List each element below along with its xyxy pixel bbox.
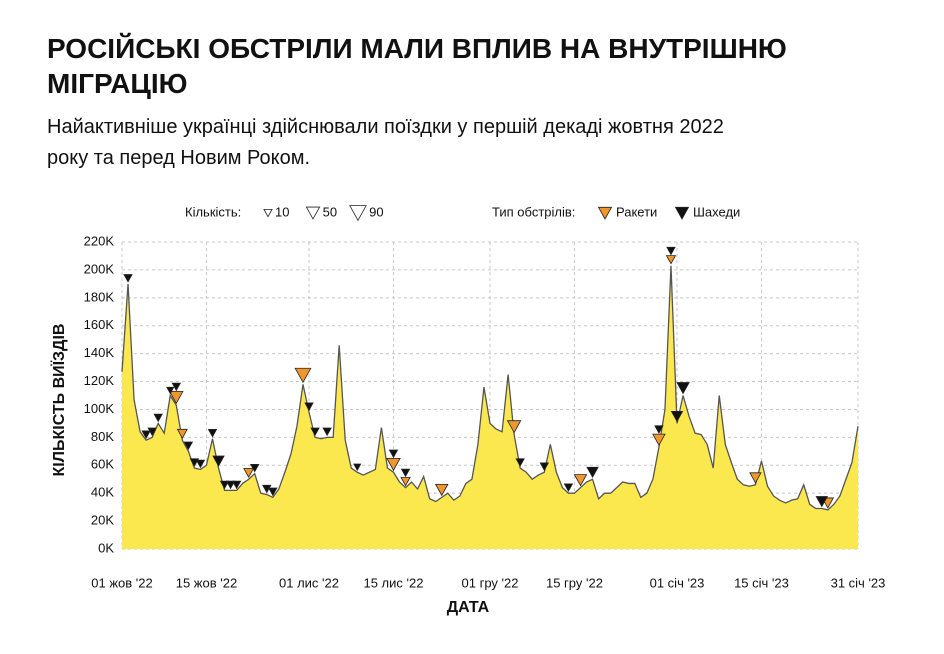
event-marker [268, 487, 278, 497]
event-marker [225, 480, 236, 490]
event-marker [304, 402, 314, 412]
y-tick-label: 20K [91, 513, 114, 528]
y-tick-label: 140K [84, 345, 115, 360]
x-tick-label: 31 січ '23 [831, 575, 886, 590]
chart-subtitle: року та перед Новим Роком. [47, 147, 310, 169]
event-marker [231, 480, 242, 490]
x-tick-label: 15 лис '22 [363, 575, 423, 590]
event-marker [243, 467, 255, 479]
legend-size-symbol [305, 206, 321, 220]
event-marker [166, 386, 175, 395]
chart-title-line: МІГРАЦІЮ [47, 68, 188, 99]
event-marker [573, 474, 588, 487]
event-marker [815, 496, 829, 508]
x-tick-label: 01 січ '23 [650, 575, 705, 590]
y-tick-label: 220K [84, 233, 115, 248]
event-marker [153, 413, 163, 423]
event-marker [652, 433, 666, 446]
event-marker [212, 455, 225, 467]
y-tick-label: 100K [84, 401, 115, 416]
legend-title: Кількість: [185, 204, 241, 219]
legend-title: Тип обстрілів: [492, 204, 575, 219]
x-tick-label: 01 лис '22 [279, 575, 339, 590]
legend-label: 10 [275, 204, 289, 219]
legend-label: Шахеди [693, 204, 740, 219]
legend-label: 50 [323, 204, 337, 219]
area-fill [122, 265, 858, 549]
event-marker [353, 463, 362, 472]
y-tick-label: 180K [84, 289, 115, 304]
event-marker [506, 420, 522, 434]
event-marker [563, 483, 574, 493]
event-marker [249, 463, 260, 473]
event-marker [654, 425, 664, 434]
x-tick-label: 15 гру '22 [546, 575, 603, 590]
event-marker [322, 427, 332, 437]
legend-label: Ракети [616, 204, 657, 219]
event-marker [147, 427, 157, 437]
event-marker [400, 468, 411, 478]
y-tick-label: 80K [91, 429, 114, 444]
x-tick-label: 15 жов '22 [176, 575, 237, 590]
event-marker [515, 458, 525, 467]
x-tick-label: 15 січ '23 [734, 575, 789, 590]
chart-title-line: РОСІЙСЬКІ ОБСТРІЛИ МАЛИ ВПЛИВ НА ВНУТРІШ… [47, 32, 787, 64]
event-marker [676, 382, 690, 395]
y-tick-label: 40K [91, 485, 114, 500]
y-tick-label: 200K [84, 261, 115, 276]
legend-size-symbol [349, 205, 367, 222]
event-marker [195, 459, 206, 469]
event-marker [207, 429, 218, 438]
y-tick-label: 60K [91, 457, 114, 472]
legend-size-symbol [263, 208, 273, 218]
legend-label: 90 [369, 204, 383, 219]
y-axis-title: КІЛЬКІСТЬ ВИЇЗДІВ [50, 324, 68, 477]
event-marker [176, 428, 188, 439]
event-marker [294, 367, 312, 384]
event-marker [539, 462, 550, 472]
x-axis-title: ДАТА [447, 599, 490, 616]
event-marker [386, 457, 401, 472]
event-marker [183, 441, 194, 451]
event-marker [670, 411, 684, 423]
event-marker [749, 472, 762, 484]
event-marker [665, 255, 677, 265]
event-marker [586, 466, 599, 479]
legend-symbol [597, 206, 613, 220]
event-marker [219, 480, 230, 490]
x-tick-label: 01 гру '22 [462, 575, 519, 590]
area-line [121, 265, 859, 511]
y-tick-label: 120K [84, 373, 115, 388]
event-marker [434, 483, 449, 497]
event-marker [123, 274, 133, 283]
chart-subtitle: Найактивніше українці здійснювали поїздк… [47, 116, 724, 138]
event-marker [666, 246, 676, 256]
legend-symbol [674, 206, 690, 220]
y-tick-label: 160K [84, 317, 115, 332]
x-tick-label: 01 жов '22 [91, 575, 152, 590]
event-marker [310, 427, 320, 437]
event-marker [171, 382, 182, 392]
event-marker [400, 477, 411, 487]
event-marker [141, 430, 151, 439]
event-marker [388, 449, 399, 459]
event-marker [169, 390, 184, 405]
y-tick-label: 0K [98, 540, 114, 555]
